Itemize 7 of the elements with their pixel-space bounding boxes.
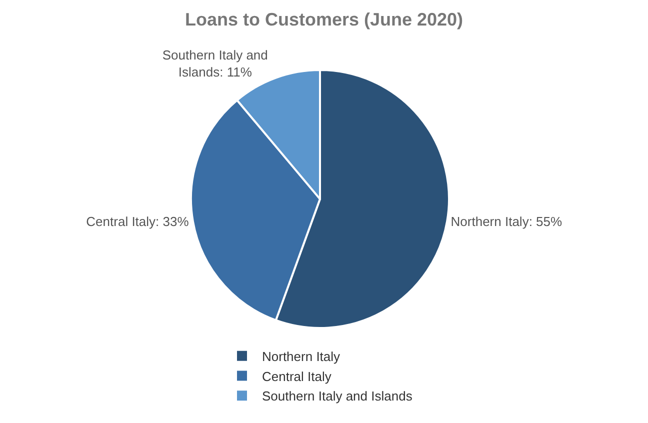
legend-label: Northern Italy <box>262 348 341 364</box>
legend-label: Central Italy <box>262 368 332 384</box>
data-label: Northern Italy: 55% <box>450 214 563 230</box>
legend-label: Southern Italy and Islands <box>262 388 413 404</box>
data-label: Southern Italy and Islands: 11% <box>162 48 268 80</box>
data-label: Central Italy: 33% <box>86 214 190 230</box>
chart-title: Loans to Customers (June 2020) <box>184 9 464 30</box>
